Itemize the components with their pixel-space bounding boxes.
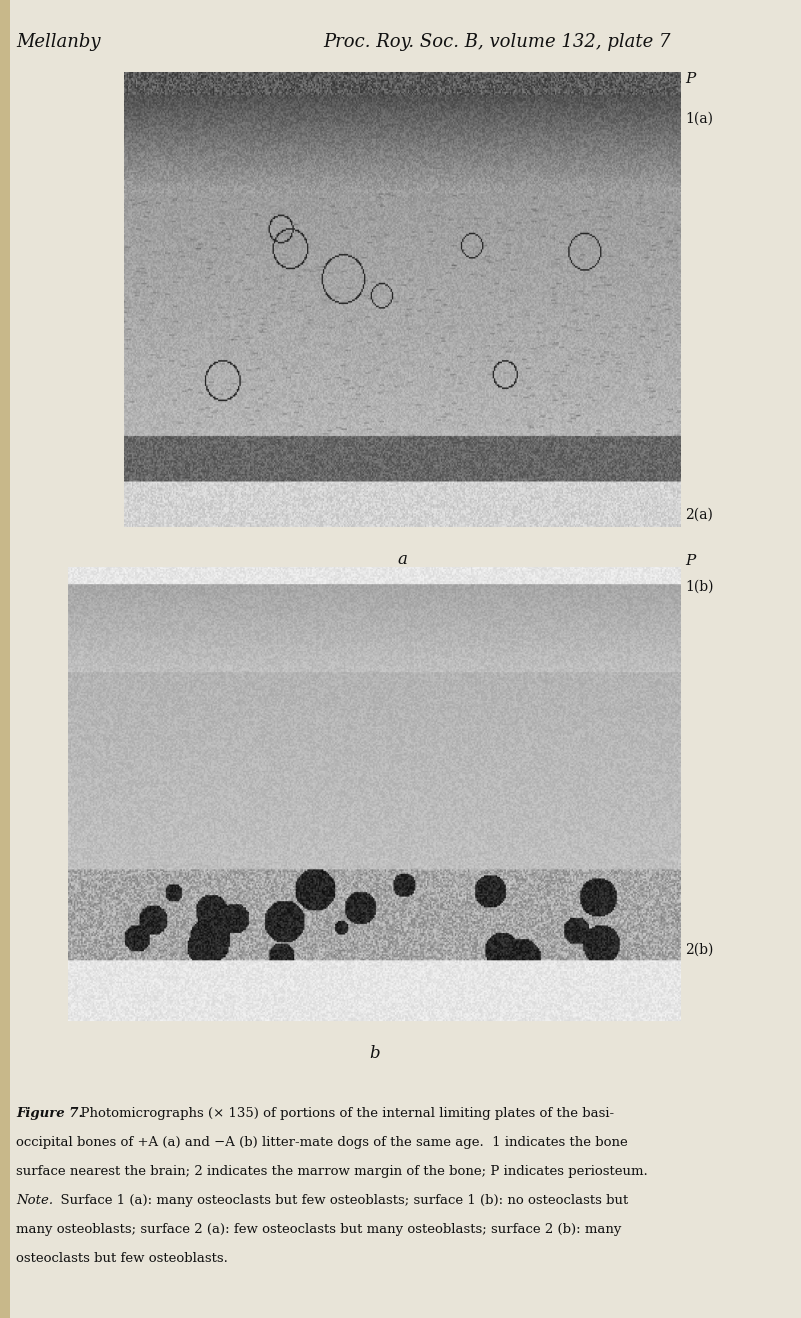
Text: 2(b): 2(b) xyxy=(685,942,713,957)
Text: surface nearest the brain; 2 indicates the marrow margin of the bone; P indicate: surface nearest the brain; 2 indicates t… xyxy=(16,1165,648,1178)
Text: P: P xyxy=(685,554,695,568)
Bar xyxy=(0,0,10,1318)
Text: a: a xyxy=(397,551,408,568)
Text: Surface 1 (a): many osteoclasts but few osteoblasts; surface 1 (b): no osteoclas: Surface 1 (a): many osteoclasts but few … xyxy=(52,1194,628,1207)
Text: Proc. Roy. Soc. B, volume 132, plate 7: Proc. Roy. Soc. B, volume 132, plate 7 xyxy=(323,33,670,51)
Text: Figure 7.: Figure 7. xyxy=(16,1107,83,1120)
Text: Note.: Note. xyxy=(16,1194,53,1207)
Text: b: b xyxy=(369,1045,380,1062)
Text: 1(a): 1(a) xyxy=(685,112,713,127)
Text: 1(b): 1(b) xyxy=(685,580,714,594)
Text: many osteoblasts; surface 2 (a): few osteoclasts but many osteoblasts; surface 2: many osteoblasts; surface 2 (a): few ost… xyxy=(16,1223,622,1236)
Text: Photomicrographs (× 135) of portions of the internal limiting plates of the basi: Photomicrographs (× 135) of portions of … xyxy=(72,1107,614,1120)
Text: P: P xyxy=(685,72,695,87)
Text: osteoclasts but few osteoblasts.: osteoclasts but few osteoblasts. xyxy=(16,1252,228,1265)
Text: 2(a): 2(a) xyxy=(685,507,713,522)
Text: occipital bones of +A (a) and −A (b) litter-mate dogs of the same age.  1 indica: occipital bones of +A (a) and −A (b) lit… xyxy=(16,1136,628,1149)
Text: Mellanby: Mellanby xyxy=(16,33,100,51)
